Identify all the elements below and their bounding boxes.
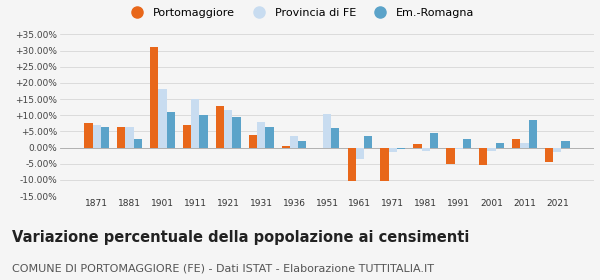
Bar xyxy=(158,89,167,148)
Bar xyxy=(84,123,92,148)
Bar xyxy=(92,125,101,148)
Bar xyxy=(389,148,397,152)
Text: Variazione percentuale della popolazione ai censimenti: Variazione percentuale della popolazione… xyxy=(12,230,469,245)
Bar xyxy=(487,148,496,151)
Bar xyxy=(199,115,208,148)
Legend: Portomaggiore, Provincia di FE, Em.-Romagna: Portomaggiore, Provincia di FE, Em.-Roma… xyxy=(124,6,476,20)
Bar xyxy=(125,127,134,148)
Bar xyxy=(183,125,191,148)
Bar xyxy=(249,135,257,148)
Bar xyxy=(134,139,142,148)
Bar xyxy=(529,120,537,148)
Bar xyxy=(512,139,520,148)
Bar xyxy=(545,148,553,162)
Text: COMUNE DI PORTOMAGGIORE (FE) - Dati ISTAT - Elaborazione TUTTITALIA.IT: COMUNE DI PORTOMAGGIORE (FE) - Dati ISTA… xyxy=(12,263,434,273)
Bar xyxy=(216,106,224,148)
Bar xyxy=(298,141,307,148)
Bar xyxy=(331,128,340,148)
Bar xyxy=(356,148,364,159)
Bar xyxy=(430,133,438,148)
Bar xyxy=(562,141,570,148)
Bar xyxy=(380,148,389,181)
Bar xyxy=(455,148,463,149)
Bar xyxy=(257,122,265,148)
Bar xyxy=(446,148,455,164)
Bar xyxy=(520,143,529,148)
Bar xyxy=(553,148,562,152)
Bar xyxy=(191,99,199,148)
Bar xyxy=(397,148,405,149)
Bar xyxy=(167,112,175,148)
Bar xyxy=(463,139,471,148)
Bar xyxy=(265,127,274,148)
Bar xyxy=(117,127,125,148)
Bar xyxy=(150,47,158,148)
Bar xyxy=(479,148,487,165)
Bar xyxy=(413,144,422,148)
Bar xyxy=(422,148,430,151)
Bar xyxy=(323,114,331,148)
Bar xyxy=(496,143,504,148)
Bar xyxy=(224,110,232,148)
Bar xyxy=(282,146,290,148)
Bar xyxy=(290,136,298,148)
Bar xyxy=(232,117,241,148)
Bar xyxy=(101,127,109,148)
Bar xyxy=(364,136,372,148)
Bar xyxy=(347,148,356,181)
